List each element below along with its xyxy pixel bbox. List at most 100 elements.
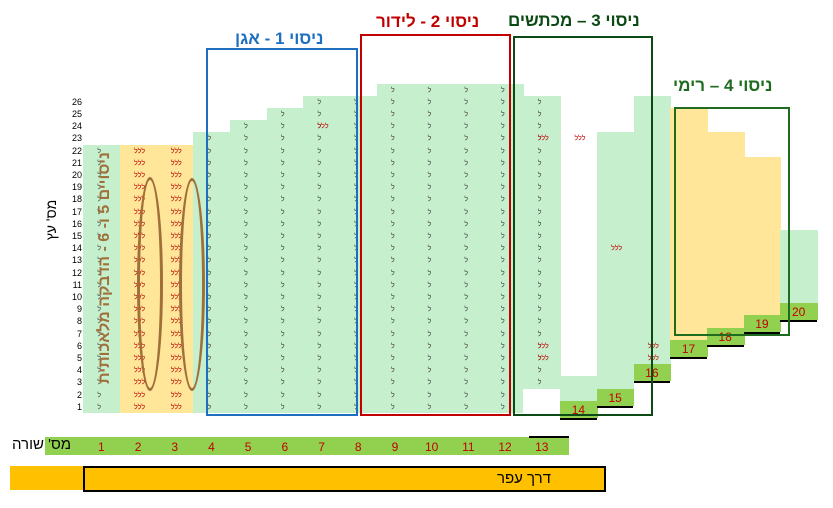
tree-mark: ל bbox=[501, 208, 505, 216]
tree-mark: ל bbox=[390, 147, 395, 155]
tree-mark: ל bbox=[537, 111, 542, 118]
tree-mark: ל bbox=[317, 294, 322, 301]
orchard-row-8 bbox=[339, 95, 378, 413]
tree-mark: ל bbox=[317, 403, 322, 411]
row-number-bar-topline bbox=[529, 436, 569, 438]
tree-mark: ל bbox=[280, 184, 285, 192]
tree-mark: ל bbox=[427, 86, 432, 94]
extra-row-number: 18 bbox=[718, 329, 732, 344]
tree-mark: ללל bbox=[134, 184, 146, 192]
extra-row-number: 14 bbox=[571, 402, 586, 417]
tree-mark: ל bbox=[464, 318, 469, 326]
tree-mark: ללל bbox=[134, 172, 146, 179]
tree-mark: ל bbox=[390, 355, 395, 362]
tree-mark: ל bbox=[427, 147, 432, 155]
extra-row-19-underline bbox=[743, 332, 781, 335]
tree-mark: ל bbox=[244, 330, 248, 338]
tree-mark: ל bbox=[207, 391, 212, 399]
tree-mark: ל bbox=[464, 281, 469, 289]
tree-mark: ל bbox=[501, 342, 505, 350]
tree-mark: ל bbox=[97, 184, 102, 192]
tree-mark: ל bbox=[464, 269, 469, 277]
tree-mark: ל bbox=[501, 123, 505, 131]
tree-mark: ל bbox=[97, 391, 102, 399]
tree-mark: ל bbox=[97, 355, 102, 362]
extra-row-14-bar bbox=[560, 400, 598, 418]
tree-mark: ל bbox=[280, 208, 285, 216]
tree-mark: ל bbox=[390, 184, 395, 192]
tree-mark: ל bbox=[390, 111, 395, 118]
row-number-2: 2 bbox=[134, 440, 142, 454]
tree-mark-infected: ללל bbox=[317, 123, 329, 131]
tree-mark: ל bbox=[537, 257, 542, 265]
row-number-4: 4 bbox=[208, 440, 215, 454]
tree-mark: ל bbox=[317, 342, 322, 350]
tree-mark: ל bbox=[317, 196, 322, 204]
tree-mark: ל bbox=[317, 111, 322, 118]
tree-mark: ללל bbox=[170, 403, 182, 411]
tree-mark: ל bbox=[207, 257, 212, 265]
tree-mark: ל bbox=[97, 294, 102, 301]
tree-mark: ל bbox=[390, 123, 395, 131]
tree-mark: ל bbox=[427, 306, 432, 314]
tree-mark: ל bbox=[97, 233, 102, 240]
extra-row-number: 19 bbox=[755, 317, 769, 332]
tree-mark: ל bbox=[317, 269, 322, 277]
orchard-row-13 bbox=[523, 95, 562, 413]
tree-mark: ל bbox=[501, 86, 505, 94]
tree-number-20: 20 bbox=[71, 170, 82, 180]
tree-mark: ל bbox=[390, 172, 395, 179]
tree-mark: ל bbox=[427, 196, 432, 204]
tree-mark: ללל bbox=[170, 318, 182, 326]
tree-mark: ל bbox=[390, 367, 395, 375]
tree-mark: ללל bbox=[170, 172, 182, 179]
tree-mark: ללל bbox=[134, 355, 146, 362]
tree-mark: ל bbox=[280, 196, 285, 204]
tree-mark: ל bbox=[537, 233, 542, 240]
tree-number-18: 18 bbox=[71, 194, 82, 205]
tree-mark: ל bbox=[280, 355, 285, 362]
tree-number-16: 16 bbox=[71, 218, 82, 229]
tree-mark: ל bbox=[464, 98, 469, 106]
tree-mark: ל bbox=[464, 135, 469, 143]
tree-mark: ל bbox=[464, 196, 469, 204]
row-number-13: 13 bbox=[535, 440, 549, 454]
tree-mark: ללל bbox=[170, 220, 182, 228]
tree-mark: ל bbox=[501, 184, 505, 192]
extra-row-19-body bbox=[743, 156, 782, 316]
tree-mark: ל bbox=[280, 379, 285, 387]
tree-mark-infected: ללל bbox=[647, 355, 659, 362]
row-number-6: 6 bbox=[281, 440, 289, 454]
tree-mark: ללל bbox=[134, 391, 146, 399]
tree-mark: ל bbox=[390, 294, 395, 301]
tree-mark: ל bbox=[244, 342, 248, 350]
tree-mark: ל bbox=[97, 403, 102, 411]
tree-mark: ל bbox=[390, 391, 395, 399]
orchard-row-12 bbox=[486, 83, 525, 413]
tree-mark: ל bbox=[97, 220, 102, 228]
tree-mark: ללל bbox=[170, 281, 182, 289]
tree-mark: ל bbox=[244, 184, 248, 192]
tree-mark: ל bbox=[244, 294, 248, 301]
tree-mark: ל bbox=[280, 245, 285, 253]
tree-mark: ל bbox=[464, 184, 469, 192]
exp2-title: ניסוי 2 - לידור bbox=[376, 12, 480, 31]
extra-row-17-body bbox=[670, 108, 708, 340]
orchard-row-5 bbox=[229, 120, 268, 413]
tree-mark: ל bbox=[427, 318, 432, 326]
tree-mark: ל bbox=[280, 294, 285, 301]
tree-mark: ל bbox=[317, 98, 322, 106]
tree-mark: ל bbox=[244, 233, 248, 240]
tree-mark: ל bbox=[244, 208, 248, 216]
tree-mark: ל bbox=[97, 318, 102, 326]
tree-mark: ל bbox=[207, 269, 212, 277]
tree-number-23: 23 bbox=[71, 133, 82, 144]
tree-mark: ל bbox=[207, 281, 212, 289]
tree-number-10: 10 bbox=[71, 292, 82, 302]
tree-mark: ל bbox=[501, 403, 505, 411]
tree-mark: ללל bbox=[170, 184, 182, 192]
tree-mark: ל bbox=[317, 330, 322, 338]
tree-mark: ל bbox=[317, 233, 322, 240]
tree-mark: ללל bbox=[134, 147, 146, 155]
tree-mark: ללל bbox=[170, 245, 182, 253]
